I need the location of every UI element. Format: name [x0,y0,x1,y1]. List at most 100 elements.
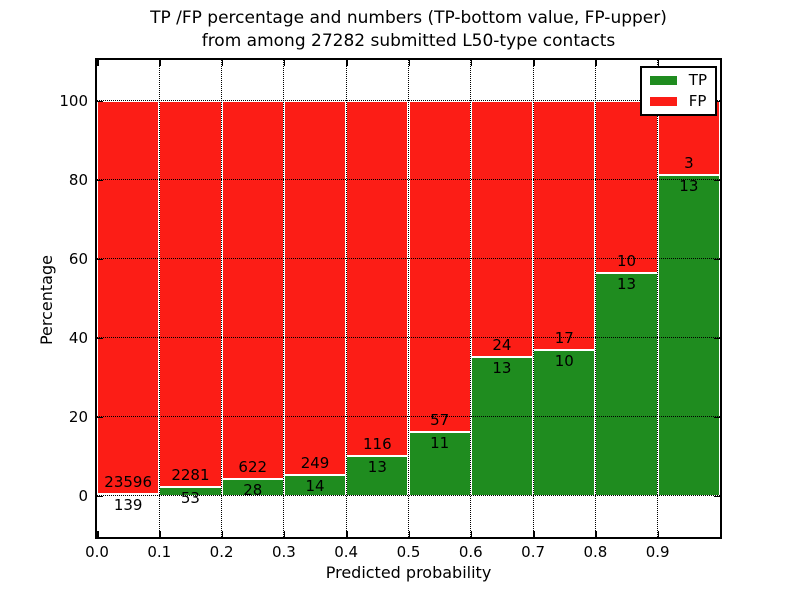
gridline-vertical [408,60,409,537]
bar-segment-tp [97,493,160,496]
bar-label-tp-count: 14 [305,476,325,495]
y-tick-mark [97,100,103,103]
gridline-vertical [283,60,285,537]
x-tick-label: 0.6 [458,543,483,561]
bar-label-fp-count: 57 [430,410,450,429]
x-axis-label: Predicted probability [325,563,492,582]
gridline-horizontal [97,416,720,418]
y-tick-mark [97,258,103,261]
bar-label-tp-count: 10 [554,351,574,370]
bar-segment-fp [221,100,284,479]
legend-label: FP [688,92,707,110]
x-tick-label: 0.1 [147,543,172,561]
bar-segment-fp [346,100,409,457]
x-tick-label: 0.5 [396,543,421,561]
gridline-vertical [158,60,160,537]
gridline-vertical [345,60,347,537]
bar-label-fp-count: 10 [616,251,637,270]
x-tick-label: 0.8 [583,543,608,561]
y-tick-label: 80 [68,170,88,189]
x-tick-mark [595,60,597,66]
x-tick-mark [533,60,535,66]
x-tick-mark [595,531,597,537]
x-tick-mark [657,531,660,537]
x-tick-mark [221,60,224,66]
gridline-vertical [657,60,659,537]
y-tick-mark [714,179,720,182]
y-tick-label: 20 [68,407,88,426]
x-tick-mark [283,531,286,537]
gridline-vertical [594,60,596,537]
x-tick-label: 0.9 [645,543,670,561]
bar-label-tp-count: 13 [367,458,387,477]
bar-segment-fp [533,100,596,350]
bar-segment-tp [533,349,596,496]
gridline-horizontal [97,100,720,102]
x-tick-label: 0.4 [334,543,359,561]
y-tick-mark [714,258,720,261]
bar-segment-tp [470,357,534,496]
legend-swatch-tp [649,76,677,85]
bar-label-tp-count: 28 [243,480,263,499]
bar-segment-tp [346,456,409,496]
gridline-vertical [221,60,223,537]
x-tick-mark [283,60,286,66]
bar-label-tp-count: 13 [616,274,637,293]
bar-segment-fp [159,100,222,487]
bar-segment-tp [657,174,720,496]
bar-label-fp-count: 17 [554,328,574,347]
bar-label-fp-count: 2281 [171,465,210,484]
plot-area: TP FP 23596 139 2281 53 622 28 249 14 116 13 57 11 24… [95,58,722,539]
bar-label-tp-count: 13 [679,176,699,195]
x-tick-mark [159,531,161,537]
x-tick-mark [408,531,410,537]
y-axis-label: Percentage [37,255,56,346]
bar-label-fp-count: 24 [492,336,512,355]
bar-segment-fp [470,100,534,358]
gridline-vertical [532,60,534,537]
y-tick-label: 0 [78,486,88,505]
y-tick-mark [714,416,720,419]
x-tick-mark [408,60,410,66]
x-tick-mark [159,60,161,66]
y-tick-mark [714,495,720,498]
gridline-vertical [470,60,472,537]
bar-segment-fp [283,100,347,475]
x-tick-mark [533,531,535,537]
bar-label-tp-count: 139 [113,495,143,514]
legend: TP FP [639,66,717,116]
bar-label-fp-count: 249 [300,453,330,472]
x-tick-mark [470,531,473,537]
y-tick-label: 60 [68,249,88,268]
gridline-horizontal [97,337,720,339]
chart-title-line1: TP /FP percentage and numbers (TP-bottom… [150,8,667,28]
x-tick-mark [346,60,348,66]
chart-title: TP /FP percentage and numbers (TP-bottom… [95,7,722,53]
x-tick-mark [346,531,348,537]
gridline-horizontal [97,258,720,260]
bar-label-fp-count: 116 [363,435,392,454]
y-tick-mark [97,495,103,498]
y-tick-mark [97,179,103,182]
x-tick-label: 0.3 [271,543,296,561]
bar-segment-fp [595,100,658,273]
bar-segment-tp [595,272,658,496]
x-tick-mark [97,531,99,537]
x-tick-mark [221,531,224,537]
bar-segment-fp [97,100,160,494]
y-tick-mark [714,100,720,103]
bar-label-tp-count: 11 [430,433,450,452]
y-tick-mark [97,416,103,419]
x-tick-label: 0.2 [209,543,234,561]
bar-label-fp-count: 23596 [104,472,152,491]
bar-label-tp-count: 13 [492,359,512,378]
x-tick-mark [470,60,473,66]
x-tick-mark [97,60,99,66]
legend-entry: FP [649,92,707,110]
bar-label-fp-count: 3 [684,153,694,172]
bar-segment-tp [283,474,347,496]
bar-segment-tp [221,478,284,496]
bar-label-fp-count: 622 [238,457,268,476]
gridline-horizontal [97,179,720,181]
